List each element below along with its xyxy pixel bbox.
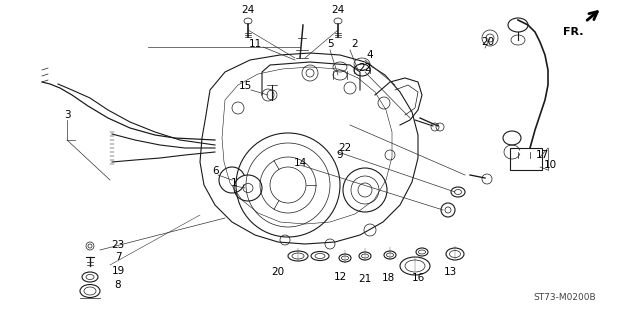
Text: 2: 2 — [352, 39, 358, 49]
Text: 7: 7 — [115, 252, 121, 262]
Text: 21: 21 — [359, 274, 371, 284]
Text: 13: 13 — [443, 267, 457, 277]
Text: 15: 15 — [238, 81, 252, 91]
Text: 18: 18 — [382, 273, 395, 283]
Text: 20: 20 — [271, 267, 285, 277]
Text: FR.: FR. — [562, 27, 583, 37]
Text: ST73-M0200B: ST73-M0200B — [534, 293, 596, 302]
Bar — [510, 148, 542, 170]
Text: 17: 17 — [535, 150, 548, 160]
Text: 20: 20 — [482, 37, 494, 47]
Text: 1: 1 — [231, 178, 238, 188]
Text: 24: 24 — [331, 5, 345, 15]
Text: 3: 3 — [64, 110, 70, 120]
Text: 22: 22 — [359, 63, 371, 73]
Text: 5: 5 — [327, 39, 333, 49]
Text: 16: 16 — [412, 273, 425, 283]
Text: 6: 6 — [213, 166, 219, 176]
Text: 19: 19 — [111, 266, 125, 276]
Text: 12: 12 — [333, 272, 347, 282]
Text: 4: 4 — [367, 50, 373, 60]
Text: 9: 9 — [337, 150, 343, 160]
Text: 22: 22 — [338, 143, 352, 153]
Text: 10: 10 — [543, 160, 557, 170]
Text: 24: 24 — [241, 5, 255, 15]
Text: 23: 23 — [111, 240, 125, 250]
Text: 11: 11 — [248, 39, 262, 49]
Text: 14: 14 — [294, 158, 306, 168]
Text: 8: 8 — [115, 280, 121, 290]
